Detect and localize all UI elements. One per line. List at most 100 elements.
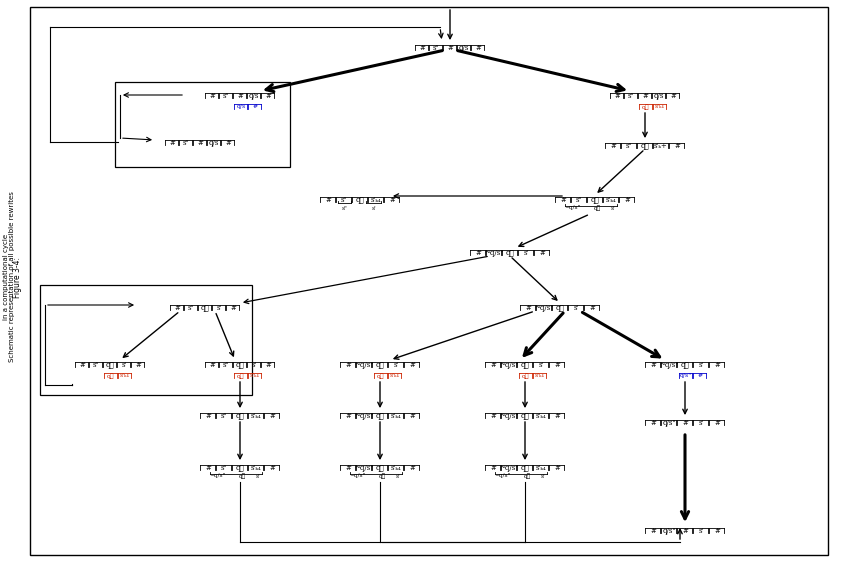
Text: #: # — [135, 361, 141, 369]
Text: s'ₖ₄: s'ₖ₄ — [250, 373, 260, 379]
Text: qℓ: qℓ — [590, 196, 600, 204]
Text: #: # — [447, 44, 453, 52]
Text: q/s: q/s — [236, 104, 246, 109]
Text: #: # — [714, 419, 720, 427]
Text: #: # — [389, 196, 395, 204]
Text: ~q/s": ~q/s" — [500, 361, 519, 369]
Text: #: # — [650, 361, 656, 369]
Text: qℓ: qℓ — [523, 473, 531, 479]
Text: s": s" — [220, 464, 227, 472]
Text: qℓ: qℓ — [235, 412, 245, 420]
Text: #: # — [169, 139, 175, 147]
Text: #: # — [409, 464, 415, 472]
Text: s'ₖ₄: s'ₖ₄ — [536, 464, 547, 472]
Text: ~q/s": ~q/s" — [354, 412, 373, 420]
Text: qℓ: qℓ — [521, 464, 529, 472]
Text: #: # — [269, 464, 275, 472]
Text: qℓ: qℓ — [378, 473, 385, 479]
Text: #: # — [230, 304, 236, 312]
Text: s": s" — [223, 361, 230, 369]
Text: s'ₖ₄: s'ₖ₄ — [535, 373, 545, 379]
Text: qℓ: qℓ — [106, 361, 114, 369]
Text: s': s' — [538, 361, 543, 369]
Text: qℓ: qℓ — [235, 464, 245, 472]
Text: s': s' — [574, 304, 579, 312]
Text: qℓ: qℓ — [521, 412, 529, 420]
Text: #: # — [539, 249, 545, 257]
Text: #: # — [345, 464, 351, 472]
Text: s': s' — [698, 527, 704, 535]
Text: #: # — [682, 419, 688, 427]
Text: #: # — [674, 142, 680, 150]
Text: q/s": q/s" — [662, 419, 676, 427]
Text: ~q/s": ~q/s" — [495, 474, 511, 478]
Bar — [40, 285, 252, 395]
Text: s": s" — [341, 196, 347, 204]
Text: s": s" — [627, 92, 634, 100]
Text: #: # — [714, 361, 720, 369]
Text: q/s": q/s" — [662, 527, 676, 535]
Text: q/s: q/s — [209, 139, 220, 147]
Text: s": s" — [626, 142, 632, 150]
Text: #: # — [642, 92, 648, 100]
Text: ~q/s": ~q/s" — [354, 464, 373, 472]
Text: #: # — [490, 464, 496, 472]
Text: q/s: q/s — [459, 44, 469, 52]
Text: #: # — [174, 304, 180, 312]
Text: ~q/s": ~q/s" — [500, 464, 519, 472]
Text: ~q/s": ~q/s" — [354, 361, 373, 369]
Text: qℓ: qℓ — [641, 142, 649, 150]
Text: #: # — [237, 92, 243, 100]
Text: qℓ: qℓ — [237, 373, 245, 379]
Text: s": s" — [188, 304, 194, 312]
Text: s': s' — [523, 249, 529, 257]
Bar — [115, 82, 290, 167]
Text: s': s' — [541, 474, 545, 478]
Text: qℓ: qℓ — [108, 373, 114, 379]
Text: ~q/s": ~q/s" — [659, 361, 679, 369]
Text: #: # — [624, 196, 630, 204]
Text: s'ₖ₄: s'ₖ₄ — [251, 464, 262, 472]
Text: #: # — [419, 44, 425, 52]
Text: #: # — [650, 527, 656, 535]
Text: #: # — [345, 412, 351, 420]
Text: s": s" — [223, 92, 230, 100]
Text: #: # — [205, 412, 211, 420]
Text: s": s" — [575, 196, 582, 204]
Text: qℓ: qℓ — [556, 304, 564, 312]
Text: #: # — [269, 412, 275, 420]
Text: qℓ: qℓ — [680, 361, 690, 369]
Text: #: # — [670, 92, 676, 100]
Text: s'ₖ₄: s'ₖ₄ — [390, 412, 401, 420]
Text: #: # — [589, 304, 595, 312]
Text: qℓ: qℓ — [201, 304, 209, 312]
Text: s'ₖ+: s'ₖ+ — [654, 142, 668, 150]
Text: s': s' — [372, 206, 377, 211]
Text: #: # — [490, 412, 496, 420]
Text: s': s' — [256, 474, 261, 478]
Text: #: # — [650, 419, 656, 427]
Text: ~q/s": ~q/s" — [534, 304, 553, 312]
Text: Figure 3-4:: Figure 3-4: — [13, 257, 23, 298]
Text: qℓ: qℓ — [521, 361, 529, 369]
Text: #: # — [475, 249, 481, 257]
Text: qℓ: qℓ — [356, 196, 364, 204]
Text: #: # — [409, 361, 415, 369]
Text: s': s' — [394, 361, 399, 369]
Text: s": s" — [93, 361, 99, 369]
Text: ~q/s": ~q/s" — [350, 474, 366, 478]
Text: s'ₖ₄: s'ₖ₄ — [120, 373, 130, 379]
Text: s": s" — [342, 206, 348, 211]
Text: s": s" — [220, 412, 227, 420]
Text: #: # — [209, 92, 215, 100]
Text: s': s' — [216, 304, 222, 312]
Text: s'ₖ₄: s'ₖ₄ — [390, 373, 400, 379]
Text: qℓ: qℓ — [376, 464, 384, 472]
Text: qℓ: qℓ — [376, 361, 384, 369]
Text: #: # — [490, 361, 496, 369]
Text: #: # — [209, 361, 215, 369]
Text: #: # — [325, 196, 331, 204]
Text: in a computational cycle: in a computational cycle — [3, 234, 9, 320]
Text: qℓ: qℓ — [505, 249, 515, 257]
Text: q/s: q/s — [653, 92, 664, 100]
